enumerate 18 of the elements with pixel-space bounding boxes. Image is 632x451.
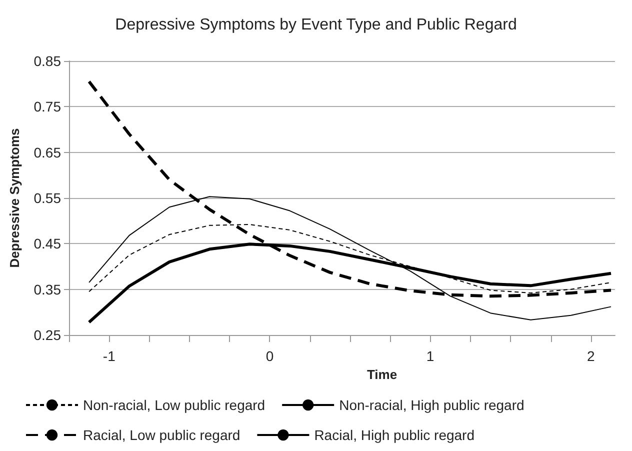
y-tick-label: 0.45	[34, 236, 62, 252]
y-axis-title: Depressive Symptoms	[7, 128, 22, 268]
x-tick-label: -1	[102, 348, 116, 364]
y-tick-label: 0.35	[34, 281, 62, 298]
x-axis-title: Time	[366, 366, 398, 382]
legend-label: Racial, Low public regard	[83, 427, 240, 443]
x-tick-label: 0	[266, 348, 274, 364]
legend-label: Non-racial, High public regard	[339, 397, 524, 413]
y-tick-label: 0.55	[34, 190, 62, 206]
y-tick-label: 0.65	[34, 144, 62, 160]
legend-label: Non-racial, Low public regard	[83, 397, 266, 413]
y-tick-label: 0.25	[34, 327, 62, 343]
y-tick-label: 0.75	[34, 98, 62, 115]
chart-title: Depressive Symptoms by Event Type and Public Regard	[115, 16, 517, 34]
x-tick-label: 1	[426, 348, 434, 364]
legend-label: Racial, High public regard	[314, 427, 475, 443]
y-tick-label: 0.85	[34, 53, 62, 69]
x-tick-label: 2	[587, 348, 596, 364]
